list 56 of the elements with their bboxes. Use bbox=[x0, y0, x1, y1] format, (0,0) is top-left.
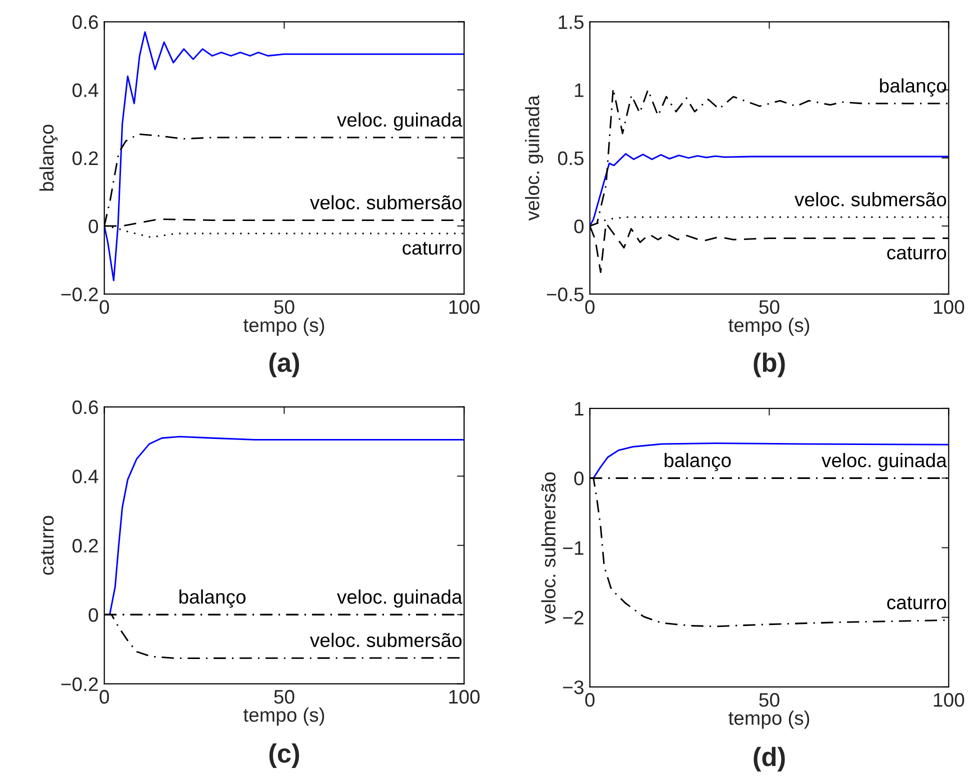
y-tick-label: 0.4 bbox=[72, 83, 98, 98]
series-label: balanço bbox=[880, 78, 946, 97]
y-tick-label: 0.2 bbox=[72, 151, 98, 166]
series-label: veloc. guinada bbox=[336, 112, 462, 131]
y-axis-title: caturro bbox=[41, 516, 54, 575]
y-tick-label: 0.5 bbox=[558, 151, 584, 166]
x-tick-label: 50 bbox=[759, 300, 780, 314]
y-tick-label: 0.6 bbox=[72, 15, 98, 30]
x-tick-label: 50 bbox=[759, 693, 780, 707]
y-axis-title: balanço bbox=[39, 124, 58, 191]
x-tick-label: 0 bbox=[585, 693, 595, 707]
series-label: veloc. submersão bbox=[794, 192, 946, 206]
y-tick-label: 0 bbox=[88, 219, 98, 234]
x-tick-label: 100 bbox=[934, 300, 964, 314]
series-label: caturro bbox=[402, 242, 462, 255]
text: (c) bbox=[269, 743, 300, 768]
text: (b) bbox=[754, 352, 785, 378]
y-tick-label: 0 bbox=[574, 219, 584, 234]
series-label: balanço bbox=[664, 452, 731, 472]
y-tick-label: −0.5 bbox=[546, 288, 584, 302]
y-tick-label: 0 bbox=[88, 608, 98, 622]
series-label: veloc. guinada bbox=[822, 453, 947, 472]
series-label: caturro bbox=[887, 596, 946, 610]
x-axis-title: tempo (s) bbox=[728, 318, 810, 336]
x-tick-label: 0 bbox=[585, 300, 595, 314]
y-tick-label: 0 bbox=[574, 472, 584, 486]
x-tick-label: 0 bbox=[100, 300, 109, 314]
x-tick-label: 100 bbox=[449, 300, 480, 314]
x-tick-label: 100 bbox=[449, 690, 480, 704]
x-axis-title: tempo (s) bbox=[728, 710, 810, 729]
x-tick-label: 100 bbox=[934, 693, 964, 707]
y-axis-title: veloc. guinada bbox=[525, 95, 544, 221]
y-tick-label: −0.2 bbox=[61, 677, 98, 692]
series-label: balanço bbox=[179, 589, 246, 608]
x-tick-label: 50 bbox=[274, 690, 294, 704]
y-tick-label: 1 bbox=[574, 402, 584, 416]
text: (a) bbox=[269, 352, 300, 378]
x-axis-title: tempo (s) bbox=[243, 318, 324, 336]
series-label: veloc. submersão bbox=[310, 195, 462, 210]
x-tick-label: 0 bbox=[100, 690, 109, 704]
y-tick-label: 0.6 bbox=[72, 400, 98, 414]
y-tick-label: 1 bbox=[574, 84, 584, 97]
x-tick-label: 50 bbox=[274, 300, 294, 314]
y-tick-label: 1.5 bbox=[558, 15, 584, 30]
y-tick-label: 0.2 bbox=[72, 538, 98, 553]
x-axis-title: tempo (s) bbox=[243, 708, 324, 726]
y-tick-label: −0.2 bbox=[61, 288, 98, 302]
text: (d) bbox=[754, 746, 785, 772]
y-axis-title: veloc. submersão bbox=[541, 472, 556, 624]
series-label: veloc. submersão bbox=[310, 632, 462, 648]
series-label: caturro bbox=[887, 246, 946, 260]
y-tick-label: −1 bbox=[563, 541, 584, 555]
y-tick-label: −2 bbox=[563, 610, 584, 624]
y-tick-label: 0.4 bbox=[72, 470, 98, 484]
series-label: veloc. guinada bbox=[336, 590, 462, 608]
y-tick-label: −3 bbox=[563, 680, 584, 694]
